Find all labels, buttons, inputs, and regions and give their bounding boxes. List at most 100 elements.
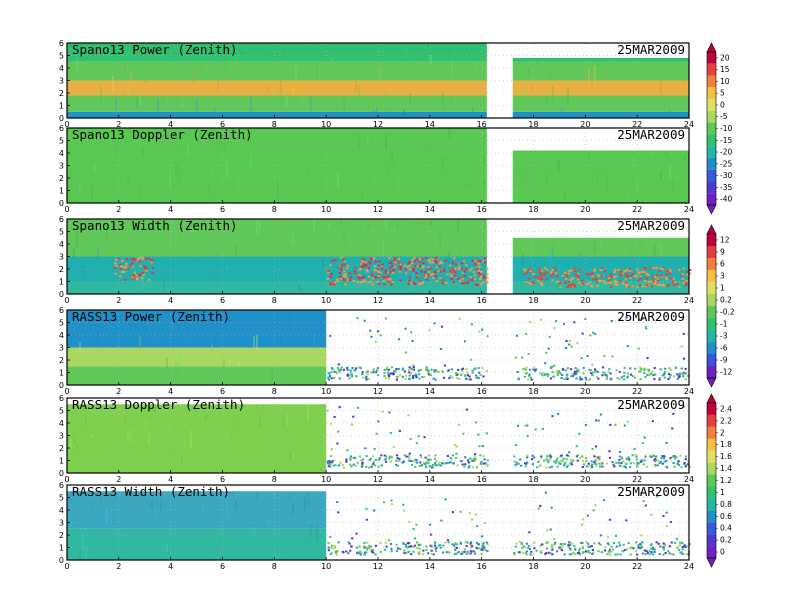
data-sparse-point bbox=[646, 373, 649, 376]
data-hotspot bbox=[672, 284, 676, 287]
data-texture bbox=[289, 493, 291, 500]
data-hotspot bbox=[371, 277, 375, 280]
data-hotspot bbox=[486, 272, 489, 275]
data-hotspot bbox=[426, 278, 429, 281]
y-tick-label: 6 bbox=[59, 394, 64, 403]
data-texture bbox=[223, 358, 225, 370]
data-texture bbox=[623, 290, 626, 293]
data-sparse-point bbox=[430, 549, 433, 552]
data-hotspot bbox=[645, 272, 648, 275]
data-sparse-point bbox=[556, 457, 559, 460]
data-texture bbox=[665, 150, 668, 157]
data-sparse-point bbox=[359, 367, 362, 370]
data-sparse-point bbox=[640, 534, 643, 537]
data-sparse-point bbox=[553, 537, 556, 540]
data-texture bbox=[115, 496, 117, 500]
data-hotspot bbox=[672, 277, 675, 280]
data-sparse-point bbox=[541, 427, 544, 430]
data-sparse-point bbox=[601, 462, 604, 465]
data-hotspot bbox=[411, 268, 415, 271]
data-hotspot bbox=[397, 258, 401, 261]
data-hotspot bbox=[129, 264, 133, 267]
data-hotspot bbox=[461, 282, 464, 285]
data-hotspot bbox=[425, 256, 428, 259]
data-sparse-point bbox=[365, 507, 368, 510]
data-hotspot bbox=[448, 264, 452, 267]
data-texture bbox=[286, 95, 288, 107]
x-tick-label: 4 bbox=[168, 387, 173, 396]
data-hotspot bbox=[462, 260, 466, 263]
y-tick-label: 6 bbox=[59, 215, 64, 224]
x-tick-label: 10 bbox=[321, 387, 331, 396]
data-sparse-point bbox=[646, 552, 649, 555]
data-sparse-point bbox=[412, 550, 415, 553]
data-texture bbox=[548, 70, 551, 78]
data-hotspot bbox=[410, 262, 414, 265]
data-sparse-point bbox=[557, 370, 561, 373]
x-tick-label: 18 bbox=[528, 296, 538, 305]
data-sparse-point bbox=[477, 547, 480, 550]
data-sparse-point bbox=[426, 457, 429, 460]
data-sparse-point bbox=[526, 454, 529, 457]
data-hotspot bbox=[658, 270, 661, 273]
data-sparse-point bbox=[569, 543, 572, 546]
data-sparse-point bbox=[678, 375, 681, 378]
data-sparse-point bbox=[646, 368, 649, 371]
data-texture bbox=[79, 183, 81, 191]
data-sparse-point bbox=[345, 460, 348, 463]
data-texture bbox=[668, 165, 671, 180]
data-sparse-point bbox=[599, 534, 603, 537]
data-sparse-point bbox=[555, 370, 559, 373]
data-sparse-point bbox=[673, 465, 676, 468]
data-sparse-point bbox=[601, 366, 605, 369]
data-sparse-point bbox=[372, 462, 375, 465]
data-sparse-point bbox=[682, 545, 686, 548]
data-texture bbox=[115, 144, 117, 156]
data-hotspot bbox=[568, 279, 572, 282]
x-tick-label: 20 bbox=[580, 205, 590, 214]
data-hotspot bbox=[578, 268, 582, 271]
data-texture bbox=[256, 491, 258, 500]
data-sparse-point bbox=[481, 548, 484, 551]
data-sparse-point bbox=[563, 542, 566, 545]
data-hotspot bbox=[669, 271, 672, 274]
data-sparse-point bbox=[402, 367, 405, 370]
x-tick-label: 24 bbox=[684, 387, 694, 396]
data-sparse-point bbox=[667, 377, 670, 380]
data-hotspot bbox=[525, 271, 529, 274]
data-sparse-point bbox=[622, 543, 625, 546]
data-hotspot bbox=[131, 265, 134, 268]
data-sparse-point bbox=[655, 541, 658, 544]
data-sparse-point bbox=[540, 551, 543, 554]
y-tick-label: 1 bbox=[59, 457, 64, 466]
data-sparse-point bbox=[469, 552, 472, 555]
data-sparse-point bbox=[424, 456, 427, 459]
data-hotspot bbox=[660, 274, 663, 277]
data-sparse-point bbox=[593, 455, 596, 458]
data-sparse-point bbox=[662, 548, 666, 551]
data-hotspot bbox=[681, 277, 685, 280]
y-tick-label: 1 bbox=[59, 187, 64, 196]
data-hotspot bbox=[340, 269, 343, 272]
data-sparse-point bbox=[605, 377, 609, 380]
data-sparse-point bbox=[461, 367, 465, 370]
data-sparse-point bbox=[618, 544, 621, 547]
data-hotspot bbox=[376, 268, 380, 271]
data-hotspot bbox=[454, 271, 457, 274]
data-texture bbox=[232, 219, 234, 227]
data-sparse-point bbox=[332, 547, 335, 550]
data-sparse-point bbox=[575, 373, 578, 376]
data-sparse-point bbox=[528, 531, 531, 534]
data-texture bbox=[632, 154, 635, 170]
data-hotspot bbox=[644, 267, 648, 270]
data-sparse-point bbox=[534, 369, 537, 372]
data-sparse-point bbox=[581, 460, 585, 463]
data-texture bbox=[88, 43, 90, 45]
data-sparse-point bbox=[410, 459, 413, 462]
data-sparse-point bbox=[556, 373, 559, 376]
data-hotspot bbox=[438, 265, 441, 268]
data-hotspot bbox=[414, 264, 418, 267]
data-sparse-point bbox=[459, 510, 462, 513]
y-tick-label: 6 bbox=[59, 481, 64, 490]
colorbar-tick-label: -30 bbox=[720, 171, 732, 180]
